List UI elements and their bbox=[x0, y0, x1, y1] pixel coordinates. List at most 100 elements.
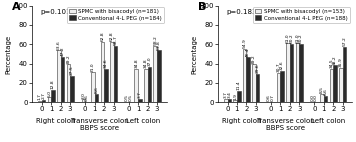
Bar bbox=[110, 42, 114, 102]
Bar bbox=[330, 69, 333, 102]
Text: 62.8: 62.8 bbox=[110, 31, 114, 41]
Text: 30.7: 30.7 bbox=[277, 62, 281, 72]
Text: B: B bbox=[198, 2, 206, 12]
Bar bbox=[95, 94, 98, 102]
Text: 58.2: 58.2 bbox=[153, 36, 157, 45]
Text: p=0.823: p=0.823 bbox=[270, 9, 300, 15]
Bar bbox=[246, 57, 250, 102]
Text: A: A bbox=[12, 2, 21, 12]
Text: p=0.650: p=0.650 bbox=[313, 9, 344, 15]
Text: 34.8: 34.8 bbox=[144, 58, 148, 68]
Bar bbox=[299, 44, 303, 102]
Bar bbox=[138, 99, 142, 102]
Text: 8.5: 8.5 bbox=[320, 86, 324, 93]
Text: 0.6: 0.6 bbox=[85, 94, 89, 101]
Bar bbox=[104, 69, 108, 102]
Text: 1.7: 1.7 bbox=[38, 93, 42, 100]
Bar bbox=[296, 43, 299, 102]
Text: 8.6: 8.6 bbox=[94, 86, 98, 93]
Bar bbox=[237, 91, 241, 102]
Text: 12.8: 12.8 bbox=[51, 80, 55, 89]
Text: Transverse colon: Transverse colon bbox=[70, 118, 129, 124]
Text: 35.9: 35.9 bbox=[339, 57, 343, 67]
Text: 39.2: 39.2 bbox=[252, 54, 256, 64]
Text: 57.2: 57.2 bbox=[342, 36, 346, 46]
Text: 60.2: 60.2 bbox=[299, 34, 303, 43]
Text: 11.4: 11.4 bbox=[237, 81, 241, 90]
Bar bbox=[286, 43, 290, 102]
Bar bbox=[67, 64, 70, 102]
Text: 1.9: 1.9 bbox=[233, 93, 237, 100]
Text: 53.8: 53.8 bbox=[157, 40, 161, 50]
Bar bbox=[61, 57, 64, 102]
Bar bbox=[42, 100, 45, 102]
Text: 37.0: 37.0 bbox=[147, 56, 151, 66]
Text: 61.0: 61.0 bbox=[286, 33, 290, 43]
Text: 2.7: 2.7 bbox=[42, 92, 46, 99]
Text: BBPS score: BBPS score bbox=[80, 125, 119, 131]
Text: 54.9: 54.9 bbox=[243, 39, 247, 48]
Text: Right colon: Right colon bbox=[36, 118, 76, 124]
Text: 32.6: 32.6 bbox=[280, 60, 284, 70]
Text: Left colon: Left colon bbox=[312, 118, 346, 124]
Text: 3.4: 3.4 bbox=[227, 91, 231, 98]
Y-axis label: Percentage: Percentage bbox=[192, 34, 197, 74]
Bar bbox=[38, 101, 42, 102]
Text: 6.6: 6.6 bbox=[324, 88, 328, 95]
Bar bbox=[153, 46, 157, 102]
Bar bbox=[224, 99, 227, 102]
Legend: SPMC with bisacodyl (n=181), Conventional 4-L PEG (n=184): SPMC with bisacodyl (n=181), Conventiona… bbox=[67, 7, 164, 23]
Bar bbox=[51, 90, 55, 102]
Bar bbox=[157, 50, 161, 102]
Text: 38.2: 38.2 bbox=[333, 55, 337, 65]
Bar bbox=[277, 73, 281, 102]
Bar bbox=[100, 42, 104, 102]
Text: 0.5: 0.5 bbox=[125, 94, 129, 101]
Bar bbox=[135, 69, 138, 102]
Text: 0.6: 0.6 bbox=[267, 94, 271, 101]
Text: 27.5: 27.5 bbox=[70, 65, 74, 75]
Text: 34.6: 34.6 bbox=[104, 58, 108, 68]
Bar bbox=[48, 97, 51, 102]
Bar bbox=[227, 99, 231, 102]
Bar bbox=[320, 94, 324, 102]
Text: 0.5: 0.5 bbox=[129, 94, 132, 101]
Text: 31.0: 31.0 bbox=[91, 62, 95, 72]
Text: 3.7: 3.7 bbox=[138, 91, 142, 98]
Text: p=0.183: p=0.183 bbox=[226, 9, 257, 15]
Bar bbox=[144, 69, 147, 102]
Legend: SPMC with bisacodyl (n=153), Conventional 4-L PEG (n=188): SPMC with bisacodyl (n=153), Conventiona… bbox=[252, 7, 350, 23]
Bar bbox=[91, 72, 95, 102]
Text: 53.6: 53.6 bbox=[57, 40, 61, 50]
Bar bbox=[324, 96, 328, 102]
Text: BBPS score: BBPS score bbox=[266, 125, 305, 131]
Text: 0.7: 0.7 bbox=[271, 94, 275, 101]
Bar bbox=[82, 99, 85, 102]
Bar bbox=[243, 49, 246, 102]
Y-axis label: Percentage: Percentage bbox=[6, 34, 12, 74]
Bar bbox=[147, 66, 151, 102]
Bar bbox=[290, 44, 293, 102]
Bar bbox=[252, 64, 256, 102]
Text: 3.7: 3.7 bbox=[224, 91, 228, 98]
Text: 0.0: 0.0 bbox=[310, 95, 315, 102]
Bar bbox=[339, 68, 343, 102]
Bar bbox=[333, 65, 337, 102]
Text: Left colon: Left colon bbox=[126, 118, 160, 124]
Bar bbox=[343, 47, 346, 102]
Text: 62.8: 62.8 bbox=[100, 31, 104, 41]
Text: 34.8: 34.8 bbox=[134, 58, 138, 68]
Text: 29.6: 29.6 bbox=[256, 63, 260, 73]
Text: 61.0: 61.0 bbox=[295, 33, 299, 43]
Text: 46.4: 46.4 bbox=[246, 47, 250, 57]
Bar bbox=[281, 71, 284, 102]
Text: 3.0: 3.0 bbox=[82, 92, 85, 99]
Text: 47.2: 47.2 bbox=[61, 46, 64, 56]
Bar bbox=[57, 51, 61, 102]
Text: 5.0: 5.0 bbox=[47, 90, 51, 97]
Bar bbox=[70, 76, 74, 102]
Bar bbox=[256, 74, 260, 102]
Text: 60.2: 60.2 bbox=[290, 34, 294, 43]
Bar bbox=[114, 46, 117, 102]
Text: p=0.101: p=0.101 bbox=[41, 9, 71, 15]
